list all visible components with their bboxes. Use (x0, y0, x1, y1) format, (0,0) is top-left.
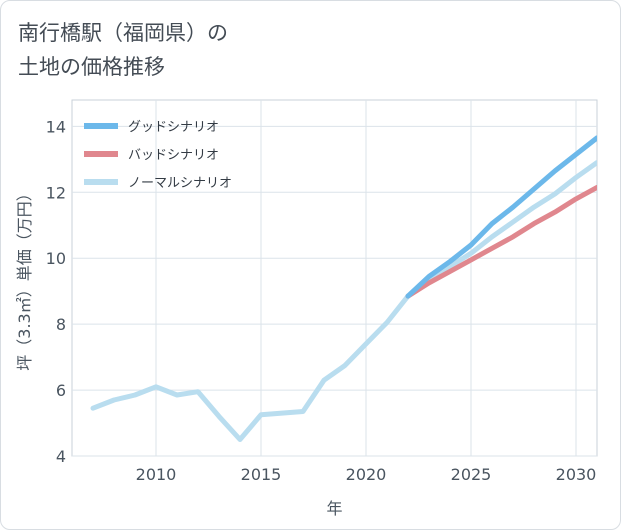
chart-title: 南行橋駅（福岡県）の 土地の価格推移 (18, 21, 228, 79)
y-tick-label: 8 (56, 315, 66, 334)
y-axis-ticks: 4 6 8 10 12 14 (46, 117, 66, 466)
x-axis-ticks: 2010 2015 2020 2025 2030 (136, 465, 597, 484)
series-layer (90, 135, 597, 442)
x-tick-label: 2025 (451, 465, 492, 484)
legend-label-2: ノーマルシナリオ (128, 176, 232, 191)
y-tick-label: 14 (46, 117, 66, 136)
y-tick-label: 6 (56, 381, 66, 400)
series-line-2 (90, 160, 597, 442)
y-tick-label: 12 (46, 183, 66, 202)
x-tick-label: 2015 (241, 465, 282, 484)
grid-lines (72, 100, 597, 457)
legend-label-0: グッドシナリオ (128, 120, 219, 135)
legend-label-1: バッドシナリオ (128, 148, 219, 163)
y-axis-label: 坪（3.3㎡）単価（万円） (15, 185, 34, 370)
series-line-1 (405, 184, 597, 299)
y-tick-label: 10 (46, 249, 66, 268)
series-line-0 (405, 135, 597, 299)
x-tick-label: 2030 (556, 465, 597, 484)
x-axis-label: 年 (326, 499, 342, 518)
x-tick-label: 2010 (136, 465, 177, 484)
x-tick-label: 2020 (346, 465, 387, 484)
y-tick-label: 4 (56, 447, 66, 466)
plot-area (71, 99, 598, 457)
